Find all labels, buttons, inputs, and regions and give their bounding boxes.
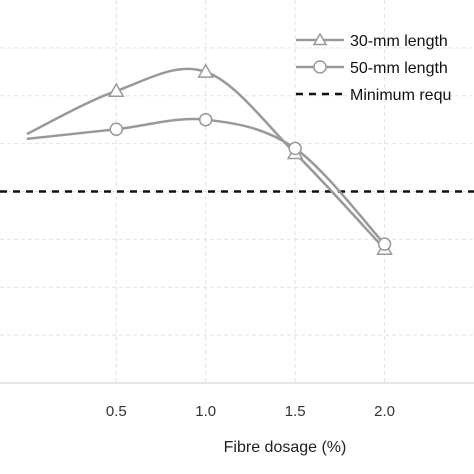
legend-label-2: 50-mm length [350, 60, 448, 77]
x-tick-labels: 0.5 1.0 1.5 2.0 [106, 403, 395, 420]
series-2-point [109, 122, 124, 137]
legend-marker-circle [313, 60, 327, 74]
series-2-point [377, 237, 392, 251]
legend-marker-triangle [312, 32, 328, 46]
series-1-point [107, 82, 125, 97]
x-axis-title: Fibre dosage (%) [224, 439, 347, 456]
x-tick-label: 1.5 [285, 403, 306, 420]
series-1-point [197, 63, 214, 78]
legend: 30-mm length 50-mm length Minimum requ [296, 32, 451, 104]
series-2-point [198, 112, 213, 127]
x-tick-label: 1.0 [195, 403, 216, 420]
legend-label-1: 30-mm length [350, 33, 448, 50]
series-line-1 [26, 67, 386, 250]
x-tick-label: 2.0 [374, 403, 395, 420]
legend-label-3: Minimum requ [350, 87, 451, 104]
x-tick-label: 0.5 [106, 403, 127, 420]
series-2-point [288, 141, 302, 156]
series-group [26, 63, 393, 255]
